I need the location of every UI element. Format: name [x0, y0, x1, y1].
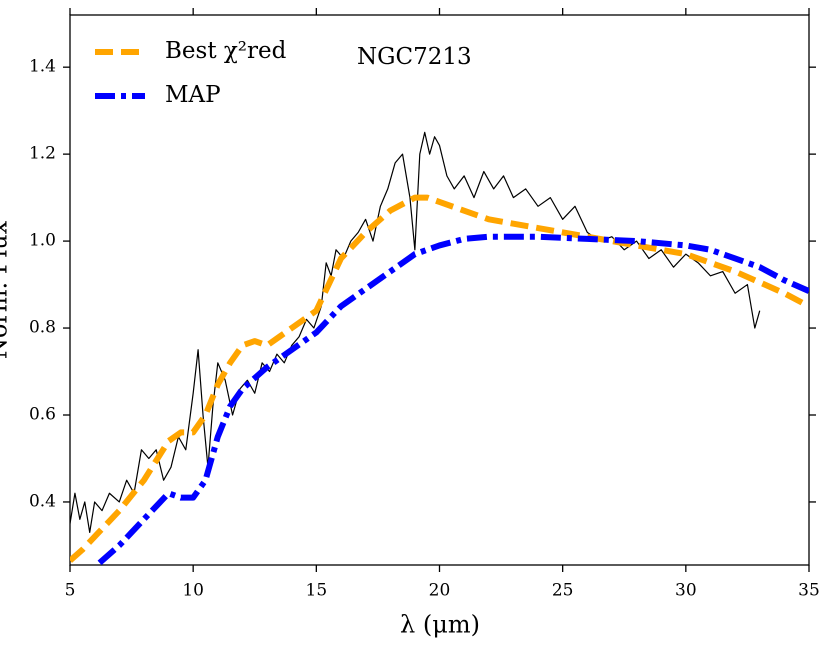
series-line	[70, 131, 761, 533]
x-tick-label: 5	[65, 581, 76, 601]
legend-label: MAP	[165, 82, 221, 108]
legend-label: Best χ²red	[165, 38, 287, 64]
y-tick-label: 1.2	[29, 144, 56, 164]
y-axis-label: Norm. Flux	[0, 220, 13, 359]
y-tick-label: 0.8	[29, 318, 56, 338]
y-tick-label: 1.0	[29, 231, 56, 251]
x-tick-label: 25	[552, 581, 574, 601]
y-tick-label: 1.4	[29, 57, 56, 77]
x-tick-label: 20	[429, 581, 451, 601]
series-line	[97, 233, 809, 565]
x-tick-label: 10	[182, 581, 204, 601]
series-line	[70, 194, 809, 563]
x-tick-label: 30	[675, 581, 697, 601]
x-tick-label: 15	[306, 581, 328, 601]
x-axis-label: λ (μm)	[400, 611, 480, 639]
annotation: NGC7213	[357, 44, 472, 70]
x-tick-label: 35	[798, 581, 820, 601]
y-tick-label: 0.6	[29, 405, 56, 425]
y-tick-label: 0.4	[29, 491, 56, 511]
